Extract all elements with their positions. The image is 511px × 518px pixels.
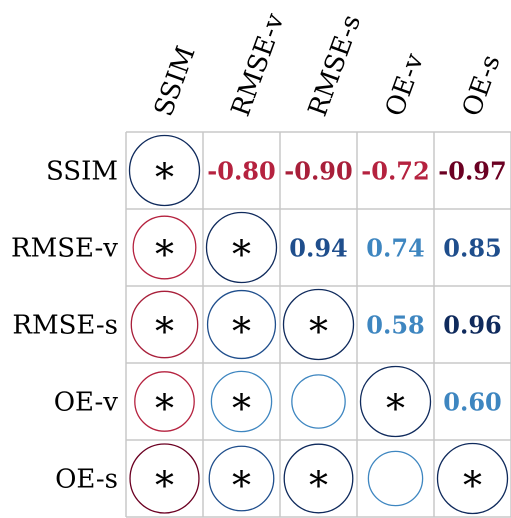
- row-label: RMSE-v: [11, 234, 118, 264]
- correlation-value-label: -0.72: [361, 157, 429, 186]
- correlation-circle: [282, 288, 355, 361]
- correlation-value-label: -0.97: [438, 157, 506, 186]
- significance-star: *: [463, 464, 482, 508]
- significance-star: *: [155, 156, 174, 200]
- significance-star: *: [155, 310, 174, 354]
- significance-star: *: [232, 233, 251, 277]
- correlation-circle: [132, 215, 197, 280]
- correlation-circle: [129, 443, 200, 514]
- row-label: OE-s: [55, 465, 118, 495]
- column-label: SSIM: [149, 42, 202, 120]
- column-label: OE-v: [380, 49, 430, 120]
- column-label: RMSE-s: [303, 11, 367, 121]
- correlation-value-label: -0.90: [284, 157, 352, 186]
- correlation-circle: [130, 290, 199, 359]
- row-labels: SSIM RMSE-v RMSE-s OE-v OE-s: [11, 157, 118, 495]
- correlation-value-label: 0.85: [443, 234, 501, 263]
- correlation-value-label: 0.58: [366, 311, 424, 340]
- correlation-value-label: -0.80: [207, 157, 275, 186]
- correlation-circle: [210, 370, 273, 433]
- matrix-grid: [125, 131, 511, 518]
- correlation-circle: [205, 211, 278, 284]
- significance-star: *: [155, 387, 174, 431]
- significance-star: *: [155, 233, 174, 277]
- significance-star: *: [232, 387, 251, 431]
- significance-star: *: [309, 310, 328, 354]
- correlation-circle: [134, 371, 195, 432]
- row-label: OE-v: [54, 388, 119, 418]
- correlation-circle: [359, 365, 432, 438]
- correlation-circle: [436, 442, 509, 515]
- correlation-value-label: 0.94: [289, 234, 347, 263]
- significance-star: *: [232, 464, 251, 508]
- row-label: RMSE-s: [12, 311, 118, 341]
- correlation-value-label: 0.60: [443, 388, 501, 417]
- correlation-value-label: 0.74: [366, 234, 424, 263]
- significance-star: *: [309, 464, 328, 508]
- correlation-circle: [206, 289, 277, 360]
- correlation-circle: [291, 374, 346, 429]
- column-label: RMSE-v: [226, 9, 291, 120]
- correlation-value-label: 0.96: [443, 311, 501, 340]
- significance-star: *: [232, 310, 251, 354]
- correlation-circle: [128, 134, 201, 207]
- significance-star: *: [155, 464, 174, 508]
- row-label: SSIM: [46, 157, 118, 187]
- significance-star: *: [386, 387, 405, 431]
- correlation-circle: [367, 450, 424, 507]
- matrix-marks: * * * * * * * * * * * * * -0.80 -0.90 -0.72 -0.97 0.94 0.7…: [128, 134, 509, 515]
- column-label: OE-s: [457, 51, 507, 120]
- column-labels: SSIM RMSE-v RMSE-s OE-v OE-s: [149, 9, 507, 120]
- correlation-circle: [283, 443, 354, 514]
- correlation-circle: [208, 445, 275, 512]
